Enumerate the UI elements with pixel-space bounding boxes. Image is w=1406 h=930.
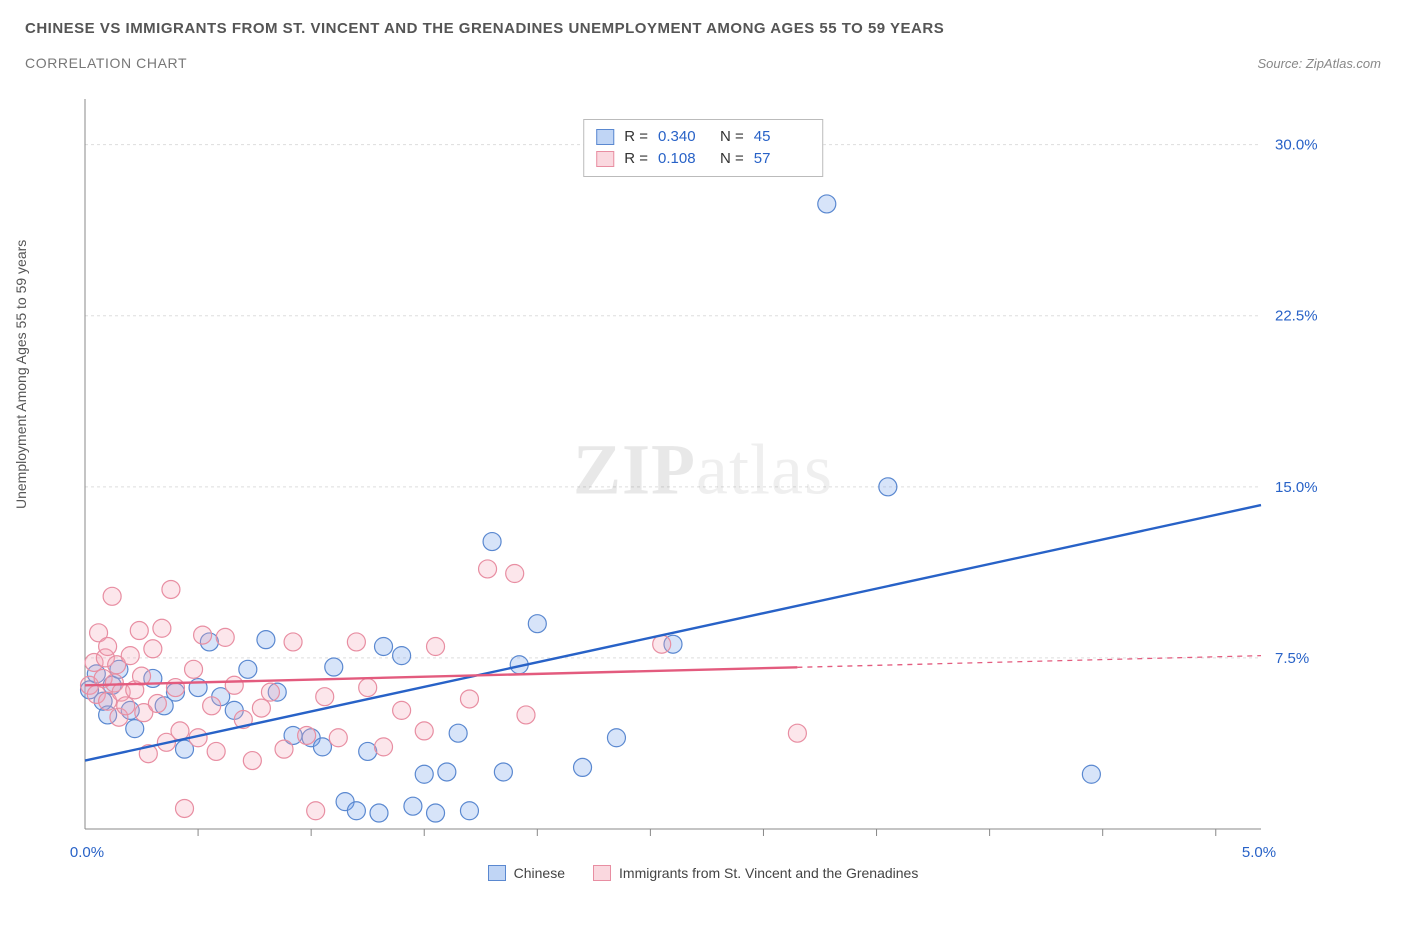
- svg-text:22.5%: 22.5%: [1275, 308, 1318, 325]
- chart-title: CHINESE VS IMMIGRANTS FROM ST. VINCENT A…: [25, 20, 1381, 37]
- legend-label-1: Chinese: [514, 865, 565, 881]
- legend-swatch-1: [488, 865, 506, 881]
- bottom-legend: Chinese Immigrants from St. Vincent and …: [25, 865, 1381, 881]
- chart-subtitle: CORRELATION CHART: [25, 55, 187, 71]
- legend-label-2: Immigrants from St. Vincent and the Gren…: [619, 865, 918, 881]
- stats-legend: R = 0.340 N = 45 R = 0.108 N = 57: [583, 119, 823, 177]
- stats-row-2: R = 0.108 N = 57: [596, 148, 806, 170]
- stat-r-label-1: R =: [624, 126, 648, 148]
- chart-container: Unemployment Among Ages 55 to 59 years 7…: [25, 89, 1381, 859]
- swatch-series-1: [596, 129, 614, 145]
- stat-n-label-2: N =: [720, 148, 744, 170]
- stat-n-label-1: N =: [720, 126, 744, 148]
- stat-r-value-2: 0.108: [658, 148, 710, 170]
- source-name: ZipAtlas.com: [1306, 56, 1381, 71]
- swatch-series-2: [596, 151, 614, 167]
- svg-text:5.0%: 5.0%: [1242, 844, 1276, 859]
- legend-item-1: Chinese: [488, 865, 565, 881]
- stat-n-value-2: 57: [754, 148, 806, 170]
- stats-row-1: R = 0.340 N = 45: [596, 126, 806, 148]
- stat-r-value-1: 0.340: [658, 126, 710, 148]
- legend-swatch-2: [593, 865, 611, 881]
- scatter-chart: 7.5% 15.0% 22.5% 30.0% 0.0% 5.0%: [25, 89, 1331, 859]
- stat-r-label-2: R =: [624, 148, 648, 170]
- source-prefix: Source:: [1257, 56, 1305, 71]
- svg-text:0.0%: 0.0%: [70, 844, 104, 859]
- legend-item-2: Immigrants from St. Vincent and the Gren…: [593, 865, 918, 881]
- y-axis-label: Unemployment Among Ages 55 to 59 years: [13, 240, 29, 509]
- svg-text:15.0%: 15.0%: [1275, 479, 1318, 496]
- stat-n-value-1: 45: [754, 126, 806, 148]
- svg-text:30.0%: 30.0%: [1275, 137, 1318, 154]
- svg-text:7.5%: 7.5%: [1275, 650, 1309, 667]
- source-text: Source: ZipAtlas.com: [1257, 56, 1381, 71]
